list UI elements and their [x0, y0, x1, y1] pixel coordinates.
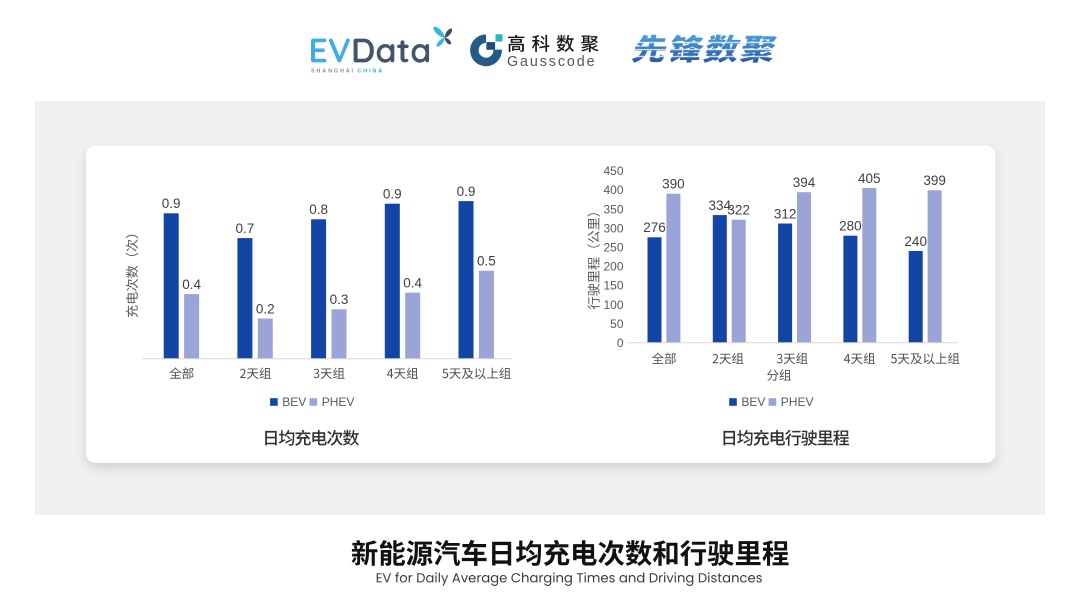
svg-text:350: 350: [603, 202, 623, 216]
svg-text:PHEV: PHEV: [781, 395, 814, 409]
svg-text:0.4: 0.4: [182, 277, 201, 292]
svg-text:0.9: 0.9: [162, 196, 181, 211]
svg-text:400: 400: [603, 183, 623, 197]
svg-text:Gausscode: Gausscode: [507, 54, 596, 70]
svg-text:0.4: 0.4: [403, 275, 422, 290]
svg-text:SHANGHAI: SHANGHAI: [311, 68, 355, 74]
svg-text:BEV: BEV: [741, 395, 765, 409]
svg-text:0.7: 0.7: [236, 221, 255, 236]
svg-text:PHEV: PHEV: [322, 395, 355, 409]
svg-text:0.8: 0.8: [309, 202, 328, 217]
svg-text:450: 450: [603, 164, 623, 178]
svg-text:240: 240: [904, 234, 927, 249]
svg-text:322: 322: [727, 203, 750, 218]
svg-text:280: 280: [839, 219, 862, 234]
svg-text:0.9: 0.9: [383, 187, 402, 202]
svg-text:100: 100: [603, 298, 623, 312]
svg-text:BEV: BEV: [282, 395, 306, 409]
svg-text:0.9: 0.9: [457, 184, 476, 199]
svg-text:0.2: 0.2: [256, 301, 275, 316]
svg-text:300: 300: [603, 221, 623, 235]
svg-text:CHINA: CHINA: [358, 68, 385, 74]
svg-text:276: 276: [643, 220, 666, 235]
svg-text:50: 50: [610, 317, 624, 331]
svg-text:399: 399: [923, 173, 946, 188]
svg-text:200: 200: [603, 260, 623, 274]
svg-text:0.3: 0.3: [330, 292, 349, 307]
svg-text:312: 312: [774, 206, 797, 221]
svg-text:394: 394: [793, 175, 816, 190]
svg-text:0: 0: [617, 336, 624, 350]
svg-text:0.5: 0.5: [477, 254, 496, 269]
svg-text:390: 390: [662, 177, 685, 192]
svg-text:250: 250: [603, 241, 623, 255]
svg-text:405: 405: [858, 171, 881, 186]
svg-text:334: 334: [709, 198, 732, 213]
svg-text:150: 150: [603, 279, 623, 293]
